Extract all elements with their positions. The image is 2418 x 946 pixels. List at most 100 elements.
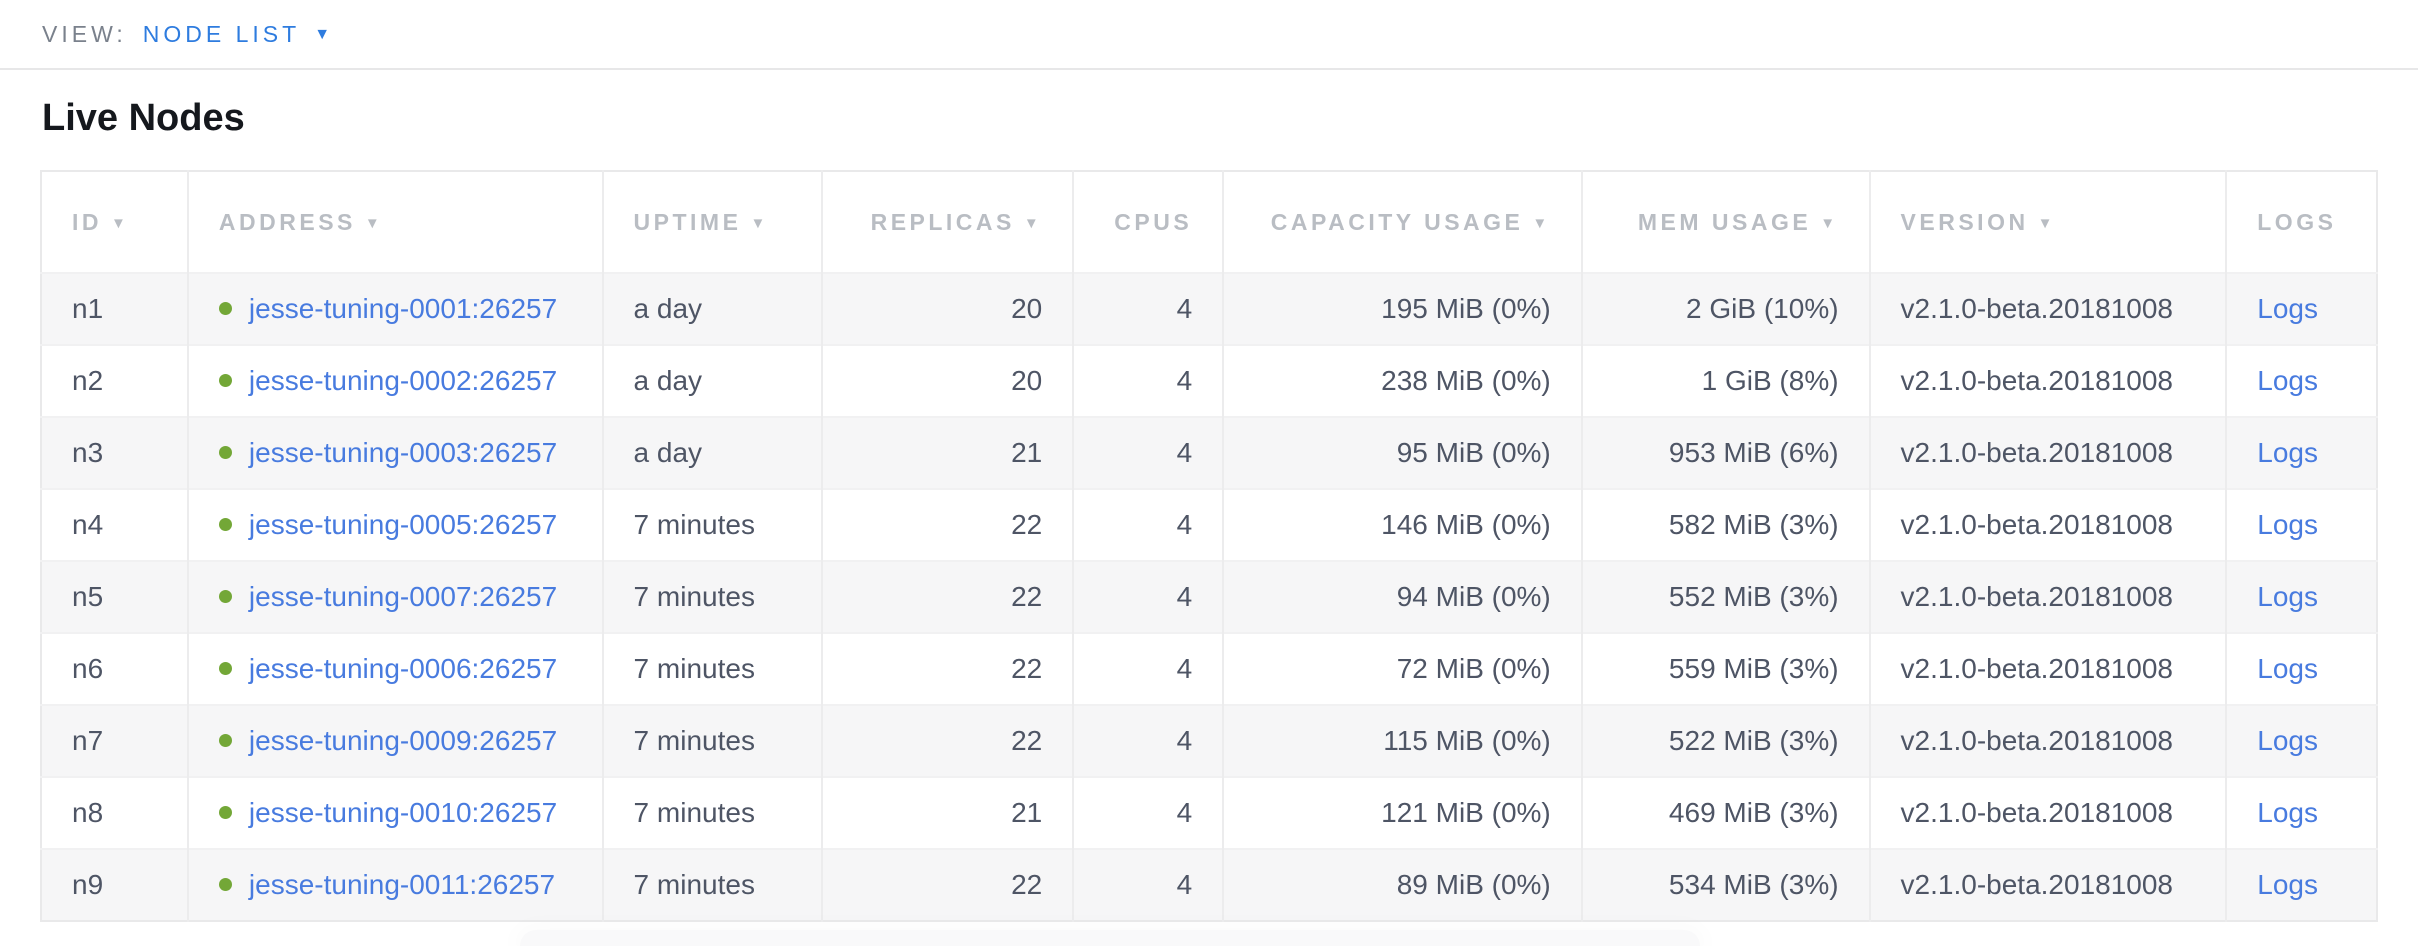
cpus-cell: 4 — [1073, 344, 1225, 417]
version-cell: v2.1.0-beta.20181008 — [1869, 488, 2228, 561]
version-cell: v2.1.0-beta.20181008 — [1869, 344, 2228, 417]
page-title: Live Nodes — [42, 97, 245, 139]
table-header-row: ID ▼ ADDRESS ▼ UPTIME ▼ REPLICAS ▼ CPUS CAPACITY … — [41, 171, 2377, 273]
node-live-status-icon — [218, 302, 232, 316]
table-body: n1 jesse-tuning-0001:26257 a day 20 4 195 MiB… — [41, 272, 2377, 921]
node-address-link[interactable]: jesse-tuning-0010:26257 — [248, 797, 558, 828]
id-cell: n4 — [41, 488, 189, 561]
column-label: LOGS — [2257, 208, 2337, 235]
address-cell: jesse-tuning-0007:26257 — [187, 560, 604, 633]
node-logs-link[interactable]: Logs — [2257, 725, 2318, 756]
sort-desc-icon: ▼ — [1023, 214, 1043, 232]
nodes-table: ID ▼ ADDRESS ▼ UPTIME ▼ REPLICAS ▼ CPUS CAPACITY … — [40, 170, 2378, 922]
table-row: n5 jesse-tuning-0007:26257 7 minutes 22 4 94 … — [41, 560, 2377, 633]
sort-desc-icon: ▼ — [1820, 214, 1839, 232]
node-address-link[interactable]: jesse-tuning-0001:26257 — [248, 293, 558, 324]
column-header-address[interactable]: ADDRESS ▼ — [187, 171, 604, 273]
address-cell: jesse-tuning-0009:26257 — [187, 704, 604, 777]
column-header-version[interactable]: VERSION ▼ — [1869, 171, 2228, 273]
node-logs-link[interactable]: Logs — [2257, 509, 2318, 540]
node-logs-link[interactable]: Logs — [2257, 653, 2318, 684]
node-live-status-icon — [218, 662, 232, 676]
mem-cell: 2 GiB (10%) — [1581, 272, 1871, 345]
view-dropdown[interactable]: NODE LIST ▼ — [143, 21, 330, 48]
node-logs-link[interactable]: Logs — [2257, 293, 2318, 324]
capacity-cell: 72 MiB (0%) — [1223, 632, 1583, 705]
version-cell: v2.1.0-beta.20181008 — [1869, 416, 2228, 489]
node-address-link[interactable]: jesse-tuning-0003:26257 — [248, 437, 558, 468]
address-cell: jesse-tuning-0011:26257 — [187, 848, 604, 921]
capacity-cell: 95 MiB (0%) — [1223, 416, 1583, 489]
node-logs-link[interactable]: Logs — [2257, 365, 2318, 396]
mem-cell: 582 MiB (3%) — [1581, 488, 1871, 561]
node-address-link[interactable]: jesse-tuning-0009:26257 — [248, 725, 558, 756]
node-address-link[interactable]: jesse-tuning-0011:26257 — [248, 869, 556, 900]
replicas-cell: 21 — [822, 776, 1075, 849]
mem-cell: 1 GiB (8%) — [1581, 344, 1871, 417]
column-label: VERSION — [1900, 208, 2029, 235]
node-address-link[interactable]: jesse-tuning-0005:26257 — [248, 509, 558, 540]
cpus-cell: 4 — [1073, 560, 1225, 633]
id-cell: n8 — [41, 776, 189, 849]
capacity-cell: 94 MiB (0%) — [1223, 560, 1583, 633]
node-live-status-icon — [218, 806, 232, 820]
mem-cell: 953 MiB (6%) — [1581, 416, 1871, 489]
logs-cell: Logs — [2226, 344, 2377, 417]
table-row: n8 jesse-tuning-0010:26257 7 minutes 21 4 121… — [41, 776, 2377, 849]
node-address-link[interactable]: jesse-tuning-0002:26257 — [248, 365, 558, 396]
column-label: REPLICAS — [870, 208, 1015, 235]
cpus-cell: 4 — [1073, 416, 1225, 489]
version-cell: v2.1.0-beta.20181008 — [1869, 848, 2228, 921]
replicas-cell: 20 — [822, 344, 1075, 417]
cpus-cell: 4 — [1073, 848, 1225, 921]
column-label: ADDRESS — [218, 208, 356, 235]
node-address-link[interactable]: jesse-tuning-0006:26257 — [248, 653, 558, 684]
cpus-cell: 4 — [1073, 488, 1225, 561]
uptime-cell: a day — [602, 272, 824, 345]
cpus-cell: 4 — [1073, 272, 1225, 345]
replicas-cell: 20 — [822, 272, 1075, 345]
uptime-cell: a day — [602, 416, 824, 489]
uptime-cell: 7 minutes — [602, 776, 824, 849]
column-header-id[interactable]: ID ▼ — [41, 171, 189, 273]
replicas-cell: 22 — [822, 704, 1075, 777]
capacity-cell: 115 MiB (0%) — [1223, 704, 1583, 777]
id-cell: n1 — [41, 272, 189, 345]
node-logs-link[interactable]: Logs — [2257, 437, 2318, 468]
node-address-link[interactable]: jesse-tuning-0007:26257 — [248, 581, 558, 612]
column-header-replicas[interactable]: REPLICAS ▼ — [822, 171, 1075, 273]
replicas-cell: 22 — [822, 632, 1075, 705]
id-cell: n2 — [41, 344, 189, 417]
version-cell: v2.1.0-beta.20181008 — [1869, 560, 2228, 633]
address-cell: jesse-tuning-0010:26257 — [187, 776, 604, 849]
uptime-cell: 7 minutes — [602, 488, 824, 561]
column-header-uptime[interactable]: UPTIME ▼ — [602, 171, 824, 273]
column-header-logs: LOGS — [2226, 171, 2377, 273]
version-cell: v2.1.0-beta.20181008 — [1869, 272, 2228, 345]
table-row: n3 jesse-tuning-0003:26257 a day 21 4 95 MiB … — [41, 416, 2377, 489]
cpus-cell: 4 — [1073, 776, 1225, 849]
node-live-status-icon — [218, 734, 232, 748]
sort-desc-icon: ▼ — [750, 214, 769, 232]
view-dropdown-value: NODE LIST — [142, 20, 301, 47]
version-cell: v2.1.0-beta.20181008 — [1869, 632, 2228, 705]
mem-cell: 559 MiB (3%) — [1581, 632, 1871, 705]
mem-cell: 552 MiB (3%) — [1581, 560, 1871, 633]
node-logs-link[interactable]: Logs — [2257, 581, 2318, 612]
column-header-mem[interactable]: MEM USAGE ▼ — [1581, 171, 1871, 273]
view-label: VIEW: — [42, 20, 127, 47]
replicas-cell: 22 — [822, 848, 1075, 921]
node-logs-link[interactable]: Logs — [2257, 869, 2318, 900]
id-cell: n5 — [41, 560, 189, 633]
uptime-cell: 7 minutes — [602, 848, 824, 921]
id-cell: n3 — [41, 416, 189, 489]
capacity-cell: 121 MiB (0%) — [1223, 776, 1583, 849]
id-cell: n6 — [41, 632, 189, 705]
logs-cell: Logs — [2226, 488, 2377, 561]
address-cell: jesse-tuning-0001:26257 — [187, 272, 604, 345]
uptime-cell: 7 minutes — [602, 704, 824, 777]
node-logs-link[interactable]: Logs — [2257, 797, 2318, 828]
column-header-capacity[interactable]: CAPACITY USAGE ▼ — [1223, 171, 1583, 273]
mem-cell: 469 MiB (3%) — [1581, 776, 1871, 849]
column-header-cpus: CPUS — [1073, 171, 1225, 273]
